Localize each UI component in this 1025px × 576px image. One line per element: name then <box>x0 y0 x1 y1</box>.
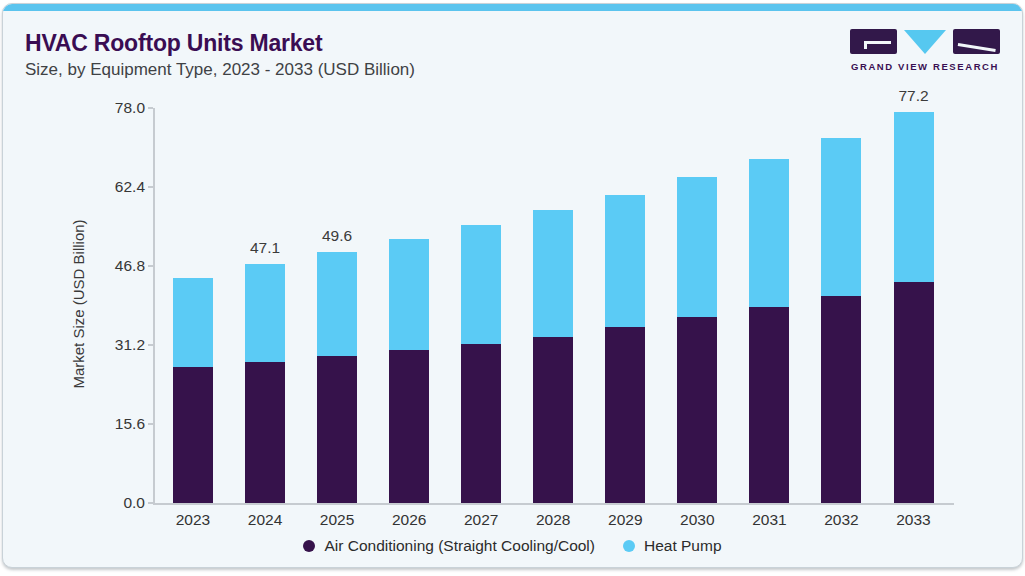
x-tick-label: 2025 <box>305 511 369 529</box>
bar-group <box>245 264 285 503</box>
y-tick-label: 62.4 <box>3 178 145 196</box>
bar-segment-air-conditioning <box>821 296 861 503</box>
bar-value-label: 77.2 <box>884 87 944 105</box>
bar-group <box>317 252 357 503</box>
bar-segment-heat-pump <box>461 225 501 345</box>
y-tick-label: 78.0 <box>3 99 145 117</box>
bar-segment-heat-pump <box>894 112 934 282</box>
bar-segment-heat-pump <box>317 252 357 356</box>
bar-segment-air-conditioning <box>173 367 213 503</box>
y-tick-label: 46.8 <box>3 257 145 275</box>
bar-segment-air-conditioning <box>605 327 645 503</box>
bar-group <box>605 195 645 503</box>
chart-legend: Air Conditioning (Straight Cooling/Cool)… <box>3 537 1022 555</box>
bar-group <box>173 278 213 503</box>
bar-segment-heat-pump <box>533 210 573 337</box>
chart-card: HVAC Rooftop Units Market Size, by Equip… <box>2 3 1023 568</box>
bar-segment-heat-pump <box>173 278 213 367</box>
x-tick-label: 2033 <box>882 511 946 529</box>
legend-item: Air Conditioning (Straight Cooling/Cool) <box>303 537 595 555</box>
bar-group <box>677 177 717 503</box>
bar-segment-heat-pump <box>821 138 861 296</box>
x-axis-line <box>153 503 954 505</box>
bar-segment-air-conditioning <box>749 307 789 503</box>
bar-group <box>894 112 934 503</box>
bar-segment-heat-pump <box>749 159 789 307</box>
bar-segment-air-conditioning <box>317 356 357 503</box>
x-tick-label: 2026 <box>377 511 441 529</box>
bar-group <box>389 239 429 503</box>
x-tick-label: 2028 <box>521 511 585 529</box>
legend-label: Air Conditioning (Straight Cooling/Cool) <box>324 537 595 555</box>
bar-value-label: 49.6 <box>307 227 367 245</box>
x-tick-label: 2027 <box>449 511 513 529</box>
bar-segment-air-conditioning <box>533 337 573 503</box>
bar-segment-air-conditioning <box>389 350 429 503</box>
y-axis-title: Market Size (USD Billion) <box>70 219 87 388</box>
bar-segment-air-conditioning <box>677 317 717 503</box>
bar-segment-air-conditioning <box>894 282 934 503</box>
bar-segment-heat-pump <box>245 264 285 362</box>
x-tick-label: 2024 <box>233 511 297 529</box>
x-tick-label: 2029 <box>593 511 657 529</box>
stacked-bar-chart: Market Size (USD Billion) 0.0 15.6 31.2 46.… <box>3 4 1022 567</box>
x-tick-label: 2023 <box>161 511 225 529</box>
y-tick-label: 15.6 <box>3 415 145 433</box>
bar-value-label: 47.1 <box>235 239 295 257</box>
y-axis-line <box>153 108 155 503</box>
bar-segment-air-conditioning <box>245 362 285 503</box>
legend-marker-icon <box>623 540 635 552</box>
bar-group <box>461 225 501 503</box>
bar-group <box>821 138 861 503</box>
bar-segment-heat-pump <box>605 195 645 328</box>
legend-label: Heat Pump <box>644 537 722 555</box>
bar-segment-air-conditioning <box>461 344 501 503</box>
bar-segment-heat-pump <box>389 239 429 350</box>
bar-segment-heat-pump <box>677 177 717 316</box>
legend-item: Heat Pump <box>623 537 722 555</box>
x-tick-label: 2032 <box>809 511 873 529</box>
x-tick-label: 2031 <box>737 511 801 529</box>
y-tick-label: 0.0 <box>3 494 145 512</box>
bar-group <box>749 159 789 503</box>
x-tick-label: 2030 <box>665 511 729 529</box>
y-tick-label: 31.2 <box>3 336 145 354</box>
bar-group <box>533 210 573 503</box>
legend-marker-icon <box>303 540 315 552</box>
